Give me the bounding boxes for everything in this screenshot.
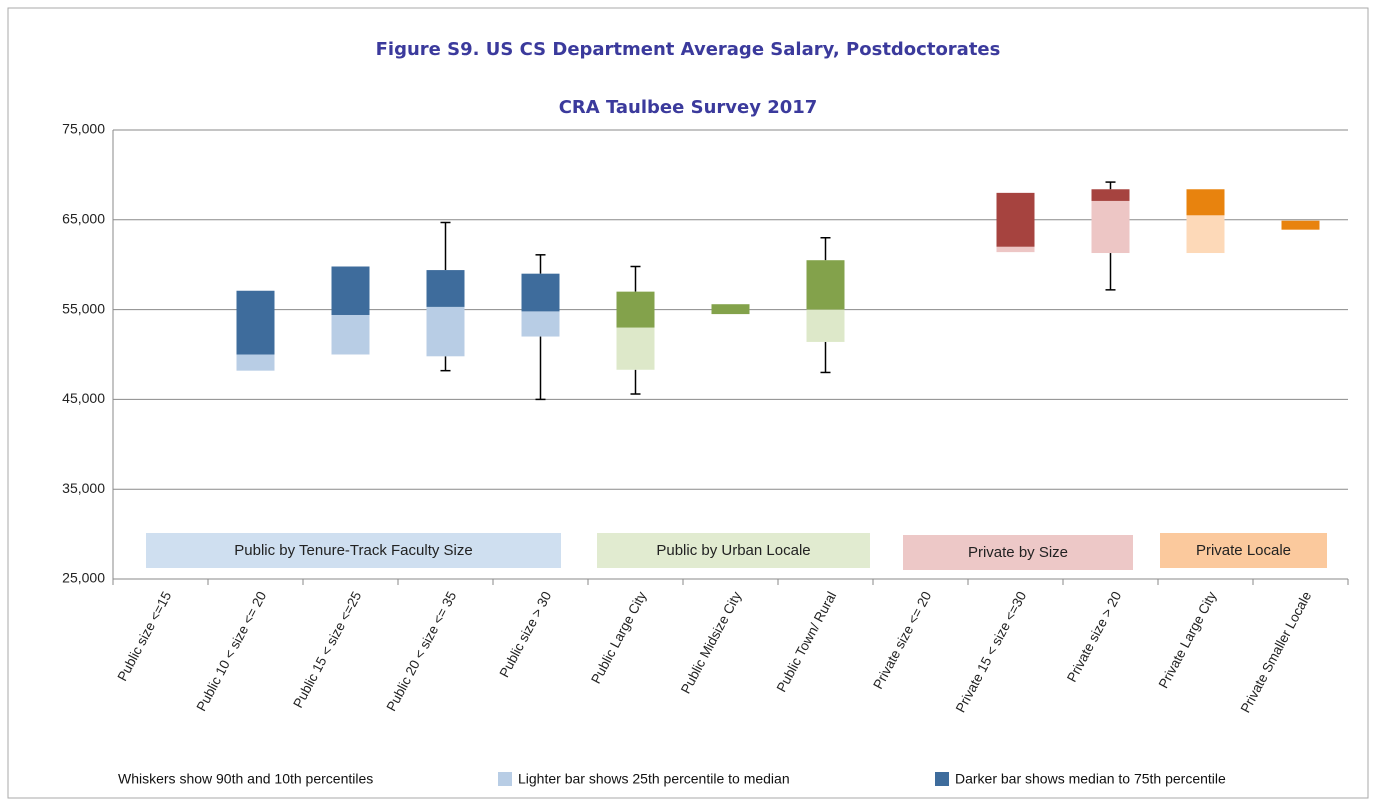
y-tick-label: 25,000 bbox=[62, 570, 105, 586]
y-tick-label: 75,000 bbox=[62, 121, 105, 137]
box-upper bbox=[996, 192, 1035, 247]
box-upper bbox=[331, 266, 370, 315]
box-upper bbox=[521, 273, 560, 312]
box-lower bbox=[521, 311, 560, 337]
legend-label: Darker bar shows median to 75th percenti… bbox=[955, 771, 1226, 787]
y-tick-label: 55,000 bbox=[62, 300, 105, 316]
box-upper bbox=[806, 260, 845, 310]
legend-swatch bbox=[935, 772, 949, 786]
y-tick-label: 45,000 bbox=[62, 390, 105, 406]
box-upper bbox=[236, 290, 275, 355]
box-upper bbox=[1091, 189, 1130, 201]
group-banner bbox=[146, 533, 561, 568]
box-upper bbox=[711, 304, 750, 315]
box-upper bbox=[616, 291, 655, 328]
box-upper bbox=[1186, 189, 1225, 216]
group-label: Public by Tenure-Track Faculty Size bbox=[234, 542, 472, 559]
legend-swatch bbox=[498, 772, 512, 786]
box-upper bbox=[426, 270, 465, 307]
y-tick-label: 65,000 bbox=[62, 211, 105, 227]
legend-label: Lighter bar shows 25th percentile to med… bbox=[518, 771, 790, 787]
group-banner bbox=[903, 535, 1133, 570]
legend-bg bbox=[9, 737, 1367, 797]
group-banner bbox=[597, 533, 870, 568]
box-lower bbox=[806, 309, 845, 342]
box-lower bbox=[1091, 200, 1130, 254]
group-label: Private by Size bbox=[968, 544, 1068, 561]
group-banner bbox=[1160, 533, 1327, 568]
group-label: Public by Urban Locale bbox=[656, 542, 810, 559]
frame bbox=[7, 7, 1369, 799]
box-lower bbox=[1186, 215, 1225, 254]
box-lower bbox=[426, 306, 465, 357]
box-lower bbox=[331, 314, 370, 355]
box-lower bbox=[616, 327, 655, 370]
box-lower bbox=[236, 354, 275, 371]
chart-title: Figure S9. US CS Department Average Sala… bbox=[376, 39, 1001, 60]
group-label: Private Locale bbox=[1196, 542, 1291, 559]
y-tick-label: 35,000 bbox=[62, 480, 105, 496]
box-upper bbox=[1281, 220, 1320, 230]
legend-label: Whiskers show 90th and 10th percentiles bbox=[118, 771, 373, 787]
box-lower bbox=[996, 246, 1035, 253]
chart-subtitle: CRA Taulbee Survey 2017 bbox=[559, 97, 818, 118]
